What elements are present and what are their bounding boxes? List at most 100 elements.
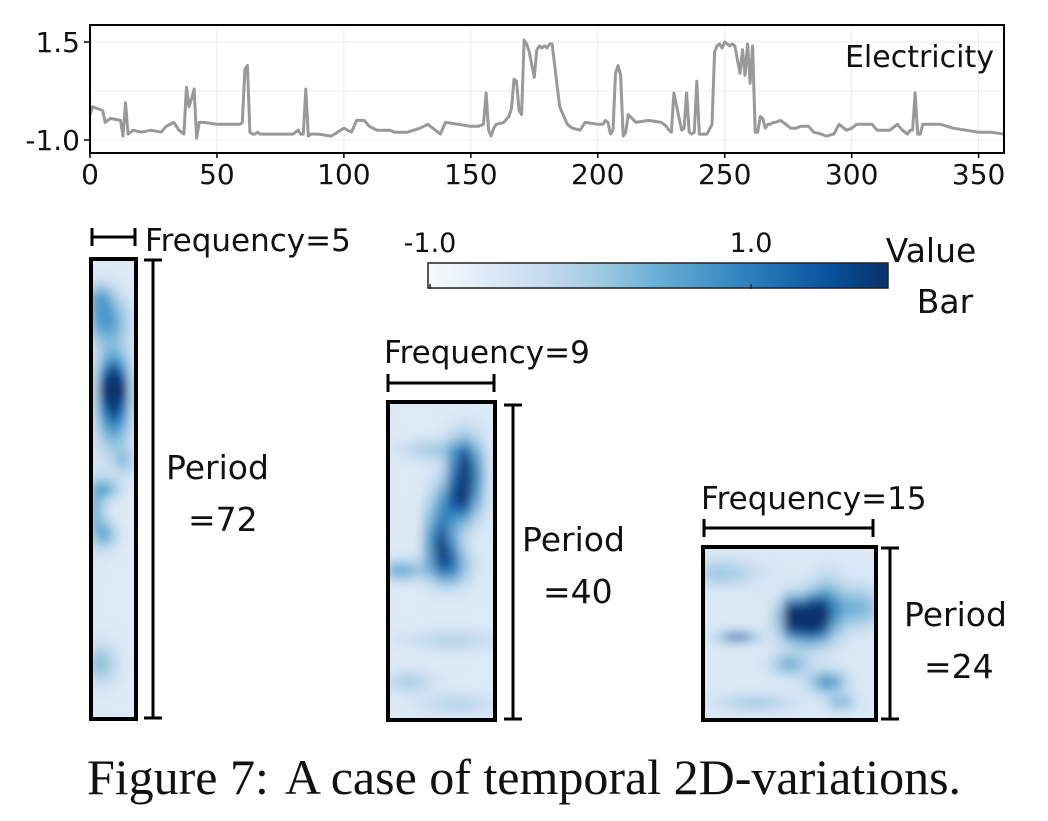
value-bar-gradient	[427, 262, 889, 289]
heatmap-cell	[471, 425, 484, 435]
heatmap-cell	[483, 592, 495, 602]
heatmap-cell	[411, 561, 425, 570]
heatmap-cell	[411, 402, 425, 411]
heatmap-cell	[772, 590, 785, 599]
heatmap-cell	[435, 624, 449, 634]
heatmap-cell	[399, 656, 413, 665]
heatmap-cell	[127, 405, 136, 413]
heatmap-cell	[714, 655, 727, 663]
heatmap-cell	[118, 610, 128, 618]
heatmap-cell	[127, 520, 136, 528]
heatmap-cell	[109, 533, 119, 541]
heatmap-cell	[447, 497, 460, 506]
heatmap-cell	[435, 584, 449, 594]
heatmap-cell	[127, 623, 136, 631]
heatmap-cell	[399, 449, 413, 459]
heatmap-cell	[841, 561, 854, 570]
heatmap-cell	[435, 449, 449, 459]
period-value: =72	[188, 500, 258, 539]
heatmap-cell	[737, 655, 750, 663]
x-tick-label: 0	[81, 158, 99, 191]
heatmap-cell	[423, 576, 437, 586]
heatmap-cell	[795, 626, 808, 635]
heatmap-cell	[818, 597, 831, 606]
heatmap-cell	[760, 575, 773, 584]
heatmap-cell	[127, 508, 136, 516]
heatmap-frame	[386, 400, 497, 722]
heatmap-cell	[714, 554, 727, 563]
heatmap-cell	[806, 583, 819, 591]
heatmap-cell	[109, 342, 119, 350]
heatmap-cell	[737, 547, 750, 555]
heatmap-cell	[118, 297, 128, 305]
heatmap-cell	[127, 489, 136, 496]
heatmap-cell	[411, 664, 425, 673]
heatmap-cell	[864, 575, 876, 584]
heatmap-cell	[388, 553, 401, 562]
heatmap-cell	[737, 575, 750, 584]
heatmap-cell	[109, 303, 119, 311]
heatmap-cell	[703, 647, 716, 656]
heatmap-cell	[783, 554, 796, 563]
heatmap-cell	[447, 561, 460, 570]
heatmap-cell	[91, 604, 101, 611]
heatmap-cell	[760, 640, 773, 649]
heatmap-cell	[459, 553, 472, 562]
heatmap-cell	[100, 393, 110, 401]
heatmap-cell	[435, 712, 449, 720]
heatmap-cell	[760, 626, 773, 635]
heatmap-cell	[91, 565, 101, 573]
heatmap-cell	[818, 626, 831, 635]
heatmap-cell	[109, 648, 119, 656]
heatmap-cell	[423, 473, 437, 483]
heatmap-cell	[411, 648, 425, 657]
heatmap-cell	[435, 497, 449, 506]
heatmap-cell	[459, 712, 472, 720]
heatmap-cell	[841, 626, 854, 635]
heatmap-cell	[459, 417, 472, 427]
heatmap-cell	[127, 629, 136, 637]
heatmap-cell	[411, 688, 425, 697]
x-tick-label: 50	[199, 158, 235, 191]
caption-label: Figure 7:	[86, 749, 269, 805]
heatmap-cell	[109, 335, 119, 343]
heatmap-cell	[864, 590, 876, 599]
heatmap-cell	[714, 683, 727, 692]
heatmap-cell	[703, 583, 716, 591]
heatmap-cell	[91, 501, 101, 509]
heatmap-cell	[91, 635, 101, 643]
heatmap-cell	[471, 616, 484, 626]
heatmap-cell	[841, 583, 854, 591]
heatmap-cell	[447, 672, 460, 681]
heatmap-cell	[435, 688, 449, 697]
heatmap-cell	[471, 680, 484, 689]
heatmap-cell	[399, 473, 413, 483]
heatmap-cell	[737, 590, 750, 599]
heatmap-cell	[411, 672, 425, 681]
heatmap-cell	[423, 433, 437, 443]
heatmap-cell	[760, 597, 773, 606]
heatmap-cell	[423, 696, 437, 705]
x-tick-label: 200	[571, 158, 624, 191]
heatmap-cell	[127, 712, 136, 719]
heatmap-cell	[411, 537, 425, 546]
heatmap-cell	[841, 698, 854, 707]
heatmap-cell	[411, 457, 425, 467]
heatmap-cell	[864, 597, 876, 606]
heatmap-cell	[795, 662, 808, 671]
heatmap-cell	[100, 655, 110, 663]
heatmap-cell	[118, 457, 128, 465]
heatmap-cell	[818, 604, 831, 613]
heatmap-cell	[91, 629, 101, 637]
heatmap-cell	[714, 604, 727, 613]
heatmap-cell	[459, 640, 472, 650]
heatmap-cell	[91, 374, 101, 381]
heatmap-cell	[100, 674, 110, 682]
heatmap-cell	[91, 674, 101, 682]
heatmap-cell	[435, 489, 449, 498]
heatmap-cell	[772, 662, 785, 671]
heatmap-cell	[109, 374, 119, 381]
heatmap-cell	[783, 669, 796, 678]
heatmap-cell	[399, 489, 413, 498]
heatmap-cell	[109, 514, 119, 522]
